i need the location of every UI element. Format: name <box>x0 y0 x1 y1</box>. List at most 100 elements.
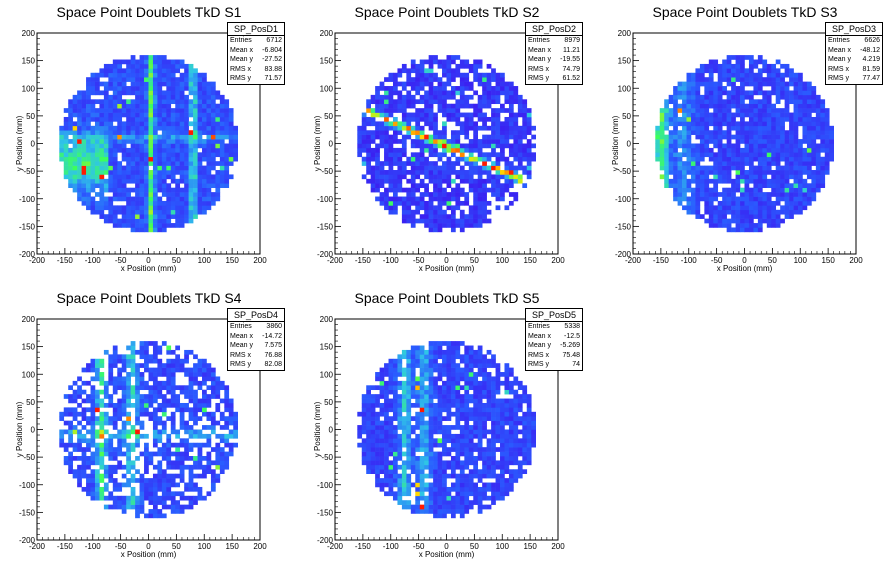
stats-label: Mean x <box>230 332 253 340</box>
heatmap-cell <box>81 447 87 452</box>
heatmap-cell <box>121 209 127 215</box>
heatmap-cell <box>184 108 189 113</box>
heatmap-cell <box>135 125 140 131</box>
heatmap-cell <box>112 103 118 109</box>
heatmap-cell <box>815 103 821 109</box>
heatmap-cell <box>464 81 470 87</box>
heatmap-cell <box>459 94 465 100</box>
heatmap-cell <box>202 165 207 171</box>
heatmap-cell <box>793 174 799 180</box>
heatmap-cell <box>775 99 781 105</box>
heatmap-cell <box>406 99 412 105</box>
heatmap-cell <box>135 68 140 74</box>
heatmap-cell <box>210 103 216 109</box>
heatmap-cell <box>215 103 221 109</box>
heatmap-cell <box>397 72 403 78</box>
heatmap-cell <box>677 81 683 87</box>
heatmap-cell <box>157 161 163 166</box>
heatmap-cell <box>455 143 461 149</box>
heatmap-cell <box>366 139 371 144</box>
heatmap-cell <box>762 130 768 135</box>
heatmap-cell <box>762 112 768 118</box>
heatmap-cell <box>513 152 519 158</box>
heatmap-cell <box>126 99 131 105</box>
heatmap-cell <box>397 174 403 180</box>
heatmap-cell <box>771 209 777 215</box>
heatmap-cell <box>170 130 176 135</box>
heatmap-cell <box>771 161 777 166</box>
heatmap-cell <box>446 63 452 69</box>
heatmap-cell <box>526 170 532 175</box>
heatmap-cell <box>401 99 407 105</box>
heatmap-cell <box>820 165 826 171</box>
heatmap-cell <box>789 152 794 158</box>
heatmap-cell <box>384 125 389 131</box>
heatmap-cell <box>708 72 714 78</box>
heatmap-cell <box>748 200 754 206</box>
heatmap-cell <box>406 442 412 448</box>
heatmap-cell <box>148 68 154 74</box>
heatmap-cell <box>753 174 759 180</box>
heatmap-cell <box>392 376 398 382</box>
heatmap-cell <box>508 178 514 184</box>
heatmap-cell <box>188 407 194 413</box>
heatmap-cell <box>370 108 376 113</box>
heatmap-cell <box>771 103 777 109</box>
heatmap-cell <box>135 367 140 373</box>
heatmap-cell <box>206 165 212 171</box>
heatmap-cell <box>233 411 238 417</box>
heatmap-cell <box>379 456 385 461</box>
heatmap-cell <box>86 420 91 426</box>
heatmap-cell <box>166 139 172 144</box>
heatmap-cell <box>90 147 96 153</box>
heatmap-cell <box>135 385 140 391</box>
stats-label: RMS x <box>528 65 549 73</box>
heatmap-cell <box>63 152 69 158</box>
heatmap-cell <box>708 200 714 206</box>
heatmap-cell <box>117 161 123 166</box>
heatmap-cell <box>793 152 799 158</box>
heatmap-cell <box>366 460 371 466</box>
y-tick-label: -200 <box>19 536 36 545</box>
heatmap-cell <box>139 394 145 399</box>
heatmap-cell <box>152 416 158 421</box>
y-tick-label: 50 <box>622 112 631 121</box>
heatmap-cell <box>722 165 727 171</box>
heatmap-cell <box>224 464 230 470</box>
heatmap-cell <box>144 72 149 78</box>
heatmap-cell <box>717 205 723 211</box>
heatmap-cell <box>90 200 96 206</box>
heatmap-cell <box>384 200 389 206</box>
heatmap-cell <box>126 130 131 135</box>
heatmap-cell <box>193 94 198 100</box>
heatmap-cell <box>90 420 96 426</box>
heatmap-cell <box>762 121 768 127</box>
heatmap-cell <box>397 363 403 368</box>
heatmap-cell <box>130 156 136 162</box>
heatmap-cell <box>366 456 371 461</box>
heatmap-cell <box>468 161 474 166</box>
heatmap-cell <box>717 108 723 113</box>
heatmap-cell <box>197 491 203 497</box>
heatmap-cell <box>175 196 181 202</box>
heatmap-cell <box>117 170 123 175</box>
heatmap-cell <box>99 152 105 158</box>
heatmap-cell <box>829 147 834 153</box>
heatmap-cell <box>500 81 505 87</box>
heatmap-cell <box>144 161 149 166</box>
heatmap-cell <box>126 72 131 78</box>
heatmap-cell <box>179 358 185 364</box>
heatmap-cell <box>717 223 723 228</box>
heatmap-cell <box>789 81 794 87</box>
heatmap-cell <box>473 214 479 219</box>
heatmap-cell <box>695 130 701 135</box>
heatmap-cell <box>175 156 181 162</box>
heatmap-cell <box>388 376 394 382</box>
heatmap-cell <box>384 108 389 113</box>
heatmap-cell <box>157 152 163 158</box>
heatmap-cell <box>717 218 723 224</box>
heatmap-cell <box>744 183 750 188</box>
heatmap-cell <box>117 147 123 153</box>
heatmap-cell <box>815 147 821 153</box>
y-tick-label: -150 <box>317 222 334 231</box>
